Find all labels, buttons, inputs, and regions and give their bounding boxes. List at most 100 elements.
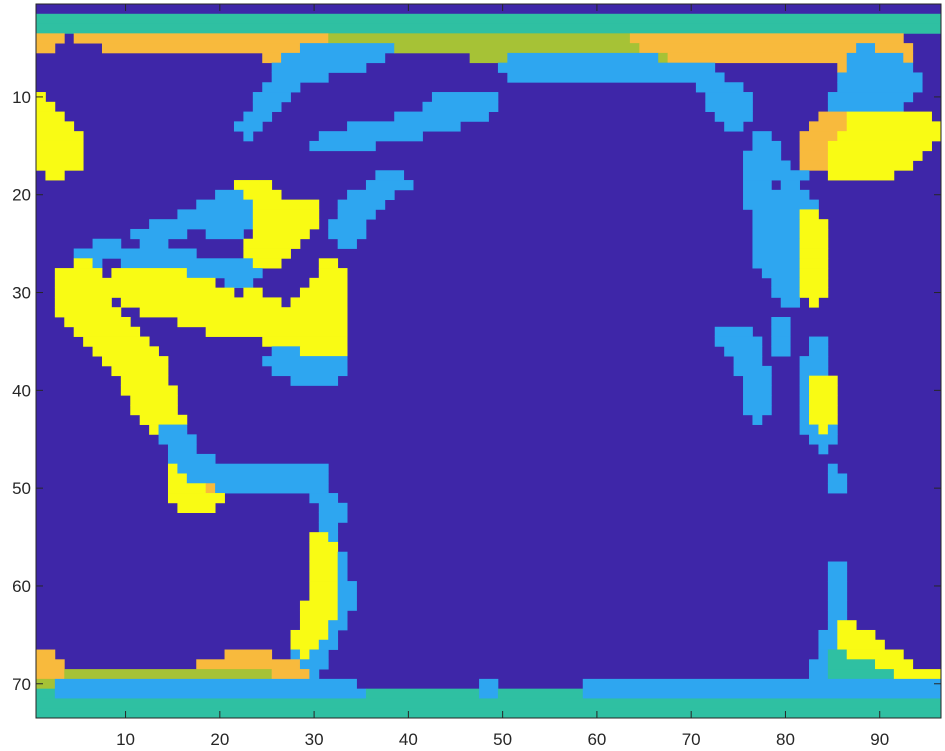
heatmap-cell-level-6 — [167, 473, 188, 484]
heatmap-cell-level-2 — [743, 180, 772, 191]
heatmap-cell-level-2 — [337, 610, 348, 621]
heatmap-cell-level-5 — [837, 62, 848, 73]
heatmap-cell-level-5 — [101, 43, 301, 54]
heatmap-cell-level-5 — [196, 659, 301, 670]
heatmap-cell-level-2 — [714, 111, 753, 122]
heatmap-cell-level-6 — [120, 385, 178, 396]
heatmap-cell-level-6 — [827, 150, 923, 161]
heatmap-cell-level-2 — [752, 131, 772, 142]
heatmap-cell-level-6 — [130, 405, 178, 416]
y-tick-label: 40 — [12, 381, 31, 400]
heatmap-cell-level-3 — [36, 708, 942, 719]
heatmap-cell-level-2 — [318, 131, 423, 142]
heatmap-cell-level-6 — [167, 463, 178, 474]
heatmap-cell-level-2 — [771, 326, 791, 337]
y-tick-label: 10 — [12, 88, 31, 107]
heatmap-cell-level-2 — [799, 385, 810, 396]
heatmap-cell-level-2 — [215, 189, 244, 201]
heatmap-cell-level-6 — [309, 541, 339, 553]
heatmap-cell-level-5 — [903, 52, 914, 64]
heatmap-cell-level-2 — [328, 532, 339, 543]
heatmap-cell-level-2 — [818, 444, 829, 455]
heatmap-cell-level-2 — [827, 92, 914, 103]
heatmap-cell-level-2 — [827, 561, 848, 572]
heatmap-cell-level-2 — [771, 287, 800, 298]
heatmap-cell-level-6 — [139, 307, 348, 318]
heatmap-cell-level-2 — [431, 92, 499, 103]
x-tick-label: 10 — [116, 730, 135, 749]
heatmap-cell-level-2 — [827, 571, 848, 582]
heatmap-cell-level-2 — [856, 43, 876, 54]
heatmap-cell-level-2 — [337, 238, 357, 249]
y-tick-label: 30 — [12, 284, 31, 303]
heatmap-cell-level-2 — [743, 199, 819, 210]
heatmap-cell-level-2 — [818, 649, 829, 660]
heatmap-cell-level-2 — [827, 483, 848, 494]
heatmap-cell-level-6 — [243, 189, 282, 201]
heatmap-cell-level-2 — [733, 365, 772, 377]
heatmap-cell-level-5 — [875, 43, 914, 54]
heatmap-cell-level-4 — [469, 52, 508, 64]
heatmap-cell-level-2 — [337, 209, 376, 220]
heatmap-cell-level-2 — [809, 336, 829, 347]
heatmap-cell-level-2 — [54, 688, 367, 699]
heatmap-cell-level-2 — [422, 101, 499, 112]
heatmap-cell-level-2 — [743, 375, 772, 386]
heatmap-cell-level-6 — [111, 268, 188, 279]
heatmap-cell-level-6 — [846, 649, 904, 660]
heatmap-cell-level-2 — [743, 150, 782, 161]
heatmap-cell-level-2 — [299, 659, 329, 670]
heatmap-cell-level-2 — [761, 268, 800, 279]
heatmap-cell-level-6 — [837, 629, 876, 641]
heatmap-cell-level-2 — [337, 551, 348, 562]
heatmap-cell-level-2 — [337, 199, 386, 210]
heatmap-cell-level-2 — [318, 502, 348, 513]
heatmap-cell-level-2 — [479, 688, 499, 699]
heatmap-cell-level-2 — [743, 160, 791, 171]
heatmap-cell-level-6 — [299, 649, 310, 660]
heatmap-cell-level-6 — [309, 581, 339, 592]
heatmap-cell-level-2 — [705, 101, 753, 112]
heatmap-cell-level-2 — [347, 121, 461, 132]
heatmap-cell-level-5 — [799, 140, 829, 152]
heatmap-cell-level-2 — [714, 336, 763, 347]
x-tick-label: 40 — [399, 730, 418, 749]
heatmap-cell-level-6 — [177, 316, 348, 328]
heatmap-cell-level-2 — [262, 82, 301, 93]
heatmap-cell-level-2 — [337, 581, 357, 592]
heatmap-cell-level-2 — [827, 463, 838, 474]
heatmap-cells — [36, 13, 942, 719]
heatmap-cell-level-2 — [337, 561, 348, 572]
heatmap-cell-level-2 — [290, 649, 301, 660]
heatmap-cell-level-2 — [375, 170, 405, 181]
x-tick-label: 90 — [870, 730, 889, 749]
heatmap-cell-level-6 — [893, 669, 942, 680]
heatmap-cell-level-2 — [347, 189, 395, 201]
heatmap-cell-level-6 — [167, 493, 225, 504]
heatmap-cell-level-2 — [846, 62, 914, 73]
heatmap-cell-level-5 — [224, 649, 273, 660]
heatmap-cell-level-2 — [177, 463, 329, 474]
plot-area — [35, 3, 942, 719]
heatmap-cell-level-4 — [394, 43, 640, 54]
heatmap-cell-level-6 — [818, 424, 829, 435]
heatmap-cell-level-6 — [36, 131, 84, 142]
heatmap-cell-level-6 — [837, 131, 942, 142]
heatmap-cell-level-2 — [743, 189, 810, 201]
heatmap-cell-level-2 — [497, 62, 716, 73]
heatmap-cell-level-2 — [167, 453, 216, 465]
heatmap-cell-level-2 — [328, 219, 367, 230]
heatmap-cell-level-2 — [780, 180, 800, 191]
heatmap-cell-level-4 — [36, 678, 56, 690]
heatmap-cell-level-2 — [243, 111, 273, 122]
heatmap-cell-level-2 — [337, 600, 357, 611]
heatmap-cell-level-6 — [309, 277, 348, 289]
heatmap-cell-level-5 — [799, 150, 829, 161]
heatmap-cell-level-2 — [827, 473, 848, 484]
heatmap-background — [36, 4, 941, 718]
heatmap-cell-level-2 — [299, 43, 395, 54]
x-tick-label: 20 — [210, 730, 229, 749]
heatmap-cell-level-2 — [714, 326, 753, 337]
heatmap-cell-level-6 — [205, 326, 348, 337]
heatmap-cell-level-5 — [36, 43, 56, 54]
